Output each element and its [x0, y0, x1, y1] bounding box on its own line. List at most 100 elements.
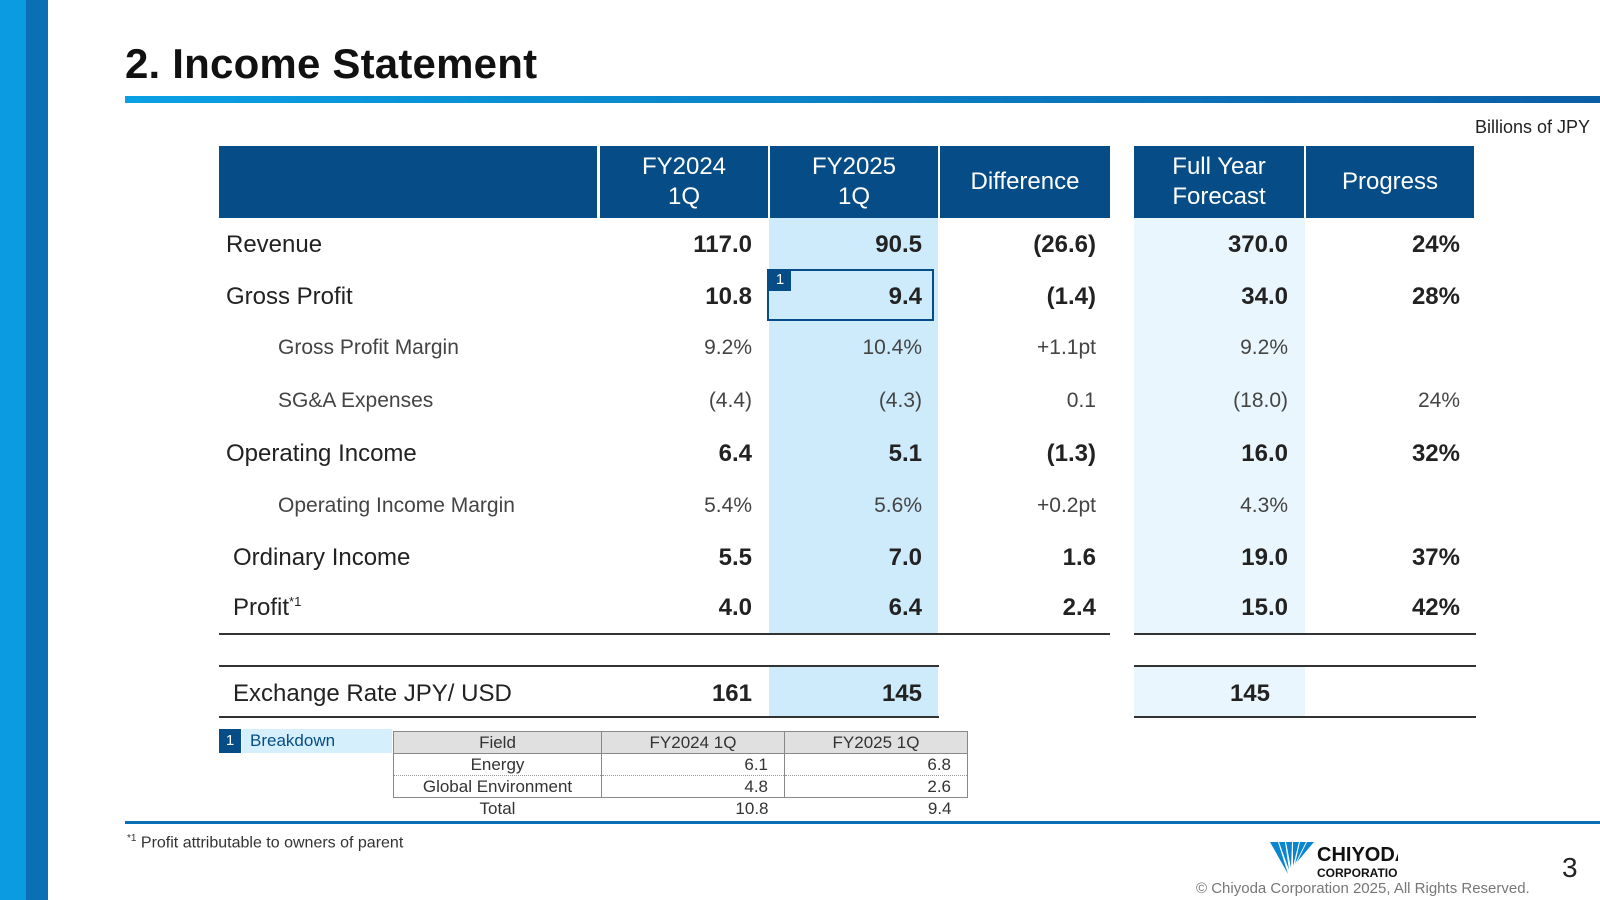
chiyoda-logo: CHIYODA CORPORATION: [1268, 840, 1409, 882]
operating-income-progress: 32%: [1411, 440, 1460, 467]
breakdown-field: Total: [479, 799, 516, 818]
header-fy2024: FY2024 1Q: [600, 146, 768, 218]
operating-income-difference: (1.3): [1046, 440, 1096, 467]
footnote-mark: *1: [127, 833, 137, 844]
breakdown-value: 6.8: [784, 753, 968, 776]
profit-progress: 42%: [1411, 594, 1460, 621]
profit-footnote-mark: *1: [289, 594, 302, 609]
fy2025-column-shade-lower: [769, 532, 938, 634]
revenue-progress: 24%: [1411, 231, 1460, 258]
sga-difference: 0.1: [1066, 389, 1096, 412]
sga-fy2025: (4.3): [878, 389, 922, 412]
forecast-column-shade: [1134, 218, 1305, 634]
header-fy2025: FY2025 1Q: [770, 146, 938, 218]
exchange-bottom-rule: [219, 716, 939, 718]
breakdown-value: 4.8: [601, 775, 785, 798]
row-label-profit: Profit*1: [233, 594, 301, 622]
breakdown-header-row: Field FY2024 1Q FY2025 1Q: [393, 731, 968, 754]
header-progress: Progress: [1306, 146, 1474, 218]
profit-difference: 2.4: [1062, 594, 1096, 621]
copyright: © Chiyoda Corporation 2025, All Rights R…: [1196, 880, 1530, 897]
gross-profit-fy2024: 10.8: [705, 283, 752, 310]
profit-label-text: Profit: [233, 594, 290, 621]
side-accent-bar: [0, 0, 48, 900]
footnote-text: Profit attributable to owners of parent: [136, 834, 404, 852]
ordinary-income-progress: 37%: [1411, 544, 1460, 571]
exchange-top-rule: [219, 665, 939, 667]
breakdown-value: 6.1: [601, 753, 785, 776]
header-difference: Difference: [940, 146, 1110, 218]
breakdown-table: Field FY2024 1Q FY2025 1Q Energy 6.1 6.8…: [393, 731, 968, 819]
breakdown-value: 2.6: [784, 775, 968, 798]
row-label-gross-profit: Gross Profit: [226, 283, 353, 310]
page-number: 3: [1562, 852, 1578, 883]
exchange-fy2024: 161: [711, 680, 752, 707]
exchange-forecast: 145: [1229, 680, 1270, 707]
gpm-difference: +1.1pt: [1037, 336, 1096, 359]
row-label-operating-income-margin: Operating Income Margin: [278, 494, 515, 517]
breakdown-value: 10.8: [735, 799, 769, 818]
gpm-fy2024: 9.2%: [704, 336, 752, 359]
breakdown-header-fy2025: FY2025 1Q: [784, 731, 968, 754]
gross-profit-difference: (1.4): [1046, 283, 1096, 310]
operating-income-fy2025: 5.1: [888, 440, 922, 467]
header-label-cell: [219, 146, 597, 218]
gross-profit-highlight-box: [767, 269, 934, 321]
row-label-sga-expenses: SG&A Expenses: [278, 389, 434, 412]
forecast-exchange-shade: [1134, 667, 1305, 717]
profit-fy2025: 6.4: [888, 594, 922, 621]
units-label: Billions of JPY: [1474, 117, 1590, 137]
row-label-gross-profit-margin: Gross Profit Margin: [278, 336, 459, 359]
sga-fy2024: (4.4): [708, 389, 752, 412]
operating-income-forecast: 16.0: [1241, 440, 1288, 467]
sga-forecast: (18.0): [1233, 389, 1288, 412]
highlight-badge: 1: [769, 269, 791, 291]
revenue-forecast: 370.0: [1227, 231, 1288, 258]
breakdown-row-global-environment: Global Environment 4.8 2.6: [393, 775, 968, 798]
profit-forecast: 15.0: [1241, 594, 1288, 621]
fy2025-column-shade: [769, 218, 938, 532]
footnote: *1 Profit attributable to owners of pare…: [127, 833, 403, 852]
gpm-fy2025: 10.4%: [862, 336, 922, 359]
row-label-operating-income: Operating Income: [226, 440, 417, 467]
ordinary-income-difference: 1.6: [1062, 544, 1096, 571]
page-title: 2. Income Statement: [125, 40, 538, 87]
breakdown-header-field: Field: [393, 731, 602, 754]
gross-profit-fy2025: 9.4: [888, 283, 922, 310]
main-table-bottom-rule: [219, 633, 1110, 635]
oim-forecast: 4.3%: [1240, 494, 1288, 517]
gpm-forecast: 9.2%: [1240, 336, 1288, 359]
revenue-fy2024: 117.0: [693, 231, 752, 258]
ordinary-income-fy2025: 7.0: [888, 544, 922, 571]
breakdown-row-energy: Energy 6.1 6.8: [393, 753, 968, 776]
row-label-exchange-rate: Exchange Rate JPY/ USD: [233, 680, 512, 707]
chiyoda-logo-icon: CHIYODA CORPORATION: [1270, 842, 1409, 880]
revenue-fy2025: 90.5: [875, 231, 922, 258]
ordinary-income-fy2024: 5.5: [718, 544, 752, 571]
exchange-fy2025: 145: [881, 680, 922, 707]
row-label-revenue: Revenue: [226, 231, 323, 258]
breakdown-field: Energy: [393, 753, 602, 776]
oim-fy2024: 5.4%: [704, 494, 752, 517]
sga-progress: 24%: [1417, 389, 1460, 412]
forecast-table-bottom-rule: [1134, 633, 1476, 635]
row-label-ordinary-income: Ordinary Income: [233, 544, 411, 571]
title-underline: [125, 96, 1600, 103]
footer-rule: [125, 821, 1600, 824]
logo-line1: CHIYODA: [1317, 844, 1398, 866]
breakdown-field: Global Environment: [393, 775, 602, 798]
oim-fy2025: 5.6%: [874, 494, 922, 517]
breakdown-label: Breakdown: [242, 729, 392, 753]
fy2025-exchange-shade: [769, 667, 938, 717]
gross-profit-forecast: 34.0: [1241, 283, 1288, 310]
breakdown-header-fy2024: FY2024 1Q: [601, 731, 785, 754]
operating-income-fy2024: 6.4: [718, 440, 752, 467]
logo-line2: CORPORATION: [1317, 866, 1398, 880]
breakdown-badge: 1: [219, 729, 241, 753]
revenue-difference: (26.6): [1033, 231, 1096, 258]
ordinary-income-forecast: 19.0: [1241, 544, 1288, 571]
breakdown-value: 9.4: [927, 799, 952, 818]
exchange-forecast-bottom-rule: [1134, 716, 1476, 718]
profit-fy2024: 4.0: [718, 594, 752, 621]
exchange-forecast-top-rule: [1134, 665, 1476, 667]
